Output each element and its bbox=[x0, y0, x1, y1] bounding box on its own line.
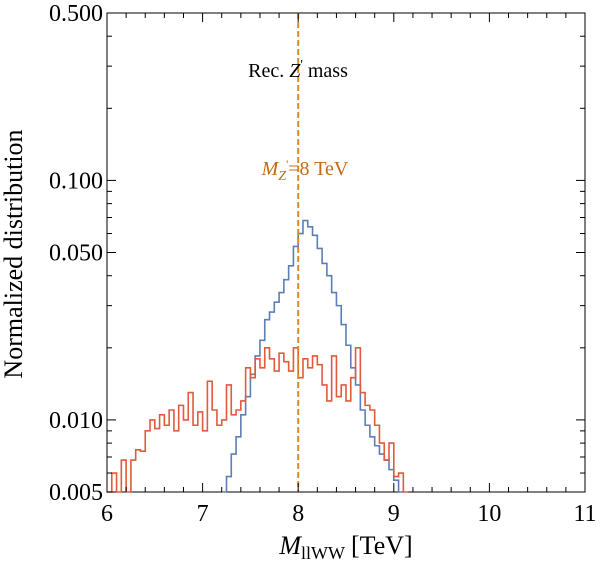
series-red-bin bbox=[370, 410, 375, 492]
series-red-bin bbox=[399, 473, 404, 492]
mz-annotation: MZ'=8 TeV bbox=[261, 157, 349, 184]
rec-mass-annotation: Rec. Z' mass bbox=[248, 58, 348, 82]
mz-value: =8 TeV bbox=[288, 158, 349, 180]
series-red-bin bbox=[327, 401, 332, 492]
x-tick-label: 8 bbox=[292, 501, 304, 527]
mz-subscript: Z bbox=[278, 169, 286, 184]
series-red-bin bbox=[289, 371, 294, 492]
series-red-bin bbox=[351, 378, 356, 492]
series-red-bin bbox=[136, 450, 141, 492]
series-red bbox=[107, 347, 409, 493]
series-red-bin bbox=[284, 362, 289, 492]
x-axis-subscript: llWW bbox=[301, 543, 345, 562]
mz-prime: ' bbox=[286, 157, 288, 171]
series-red-bin bbox=[217, 425, 222, 492]
series-red-bin bbox=[246, 368, 251, 492]
series-red-bin bbox=[365, 405, 370, 492]
series-red-bin bbox=[274, 371, 279, 492]
series-red-bin bbox=[222, 420, 227, 492]
x-tick-label: 6 bbox=[101, 501, 113, 527]
series-red-bin bbox=[360, 393, 365, 492]
series-red-bin bbox=[188, 393, 193, 492]
mz-symbol: M bbox=[261, 158, 280, 180]
series-red-bin bbox=[121, 460, 126, 492]
series-red-bin bbox=[317, 365, 322, 492]
series-red-bin bbox=[164, 425, 169, 492]
series-red-bin bbox=[150, 420, 155, 492]
series-red-bin bbox=[227, 385, 232, 492]
series-red-bin bbox=[375, 425, 380, 492]
series-red-bin bbox=[174, 431, 179, 492]
y-axis-title: Normalized distribution bbox=[0, 129, 28, 378]
series-red-bin bbox=[255, 359, 260, 492]
series-red-bin bbox=[145, 431, 150, 492]
series-red-bin bbox=[112, 473, 117, 492]
series-red-bin bbox=[169, 410, 174, 492]
y-tick-label: 0.010 bbox=[49, 408, 103, 434]
rec-prime: ' bbox=[300, 58, 303, 73]
series-red-bin bbox=[212, 410, 217, 492]
series-red-bin bbox=[198, 412, 203, 492]
series-blue bbox=[221, 219, 404, 493]
series-red-bin bbox=[379, 443, 384, 492]
series-red-bin bbox=[207, 381, 212, 492]
series-red-bin bbox=[260, 368, 265, 492]
x-tick-label: 11 bbox=[573, 501, 596, 527]
series-red-bin bbox=[303, 359, 308, 492]
rec-symbol: Z bbox=[289, 60, 301, 82]
series-red-bin bbox=[389, 443, 394, 492]
series-red-bin bbox=[346, 401, 351, 492]
ticks: 6 7 8 9 10 11 0.005 0.010 0.050 0.100 0.500 bbox=[49, 1, 597, 527]
series-red-bin bbox=[140, 451, 145, 492]
x-tick-label: 7 bbox=[197, 501, 209, 527]
series-red-bin bbox=[241, 401, 246, 492]
series-red-bin bbox=[155, 429, 160, 492]
series-red-bin bbox=[394, 477, 399, 492]
y-tick-label: 0.100 bbox=[49, 168, 103, 194]
series-red-bin bbox=[270, 359, 275, 492]
series-red-bin bbox=[160, 415, 165, 492]
rec-text-pre: Rec. bbox=[248, 60, 284, 82]
series-red-bin bbox=[231, 415, 236, 492]
y-tick-label: 0.500 bbox=[49, 1, 103, 27]
series-red-bin bbox=[308, 368, 313, 492]
x-tick-label: 10 bbox=[477, 501, 501, 527]
series-red-bin bbox=[279, 353, 284, 492]
x-axis-symbol: M bbox=[278, 531, 302, 560]
y-tick-label: 0.050 bbox=[49, 241, 103, 267]
series-red-bin bbox=[336, 397, 341, 492]
series-red-bin bbox=[384, 460, 389, 492]
series-red-bin bbox=[341, 385, 346, 492]
series-red-step-line bbox=[107, 347, 409, 493]
series-red-bin bbox=[183, 420, 188, 492]
series-blue-step-line bbox=[221, 219, 404, 493]
series-red-bin bbox=[265, 348, 270, 492]
series-red-bin bbox=[250, 378, 255, 492]
rec-text-post: mass bbox=[308, 60, 348, 82]
series-red-bin bbox=[236, 410, 241, 492]
series-red-bin bbox=[313, 356, 318, 492]
x-tick-label: 9 bbox=[388, 501, 400, 527]
series-red-bin bbox=[179, 405, 184, 492]
x-axis-unit: [TeV] bbox=[351, 531, 413, 560]
series-red-bin bbox=[332, 356, 337, 492]
series-red-bin bbox=[356, 348, 361, 492]
series bbox=[107, 219, 409, 493]
series-red-bin bbox=[131, 460, 136, 492]
series-red-bin bbox=[322, 385, 327, 492]
y-tick-label: 0.005 bbox=[49, 480, 103, 506]
series-red-bin bbox=[193, 425, 198, 492]
x-axis-title: MllWW [TeV] bbox=[278, 531, 412, 562]
series-red-bin bbox=[203, 431, 208, 492]
